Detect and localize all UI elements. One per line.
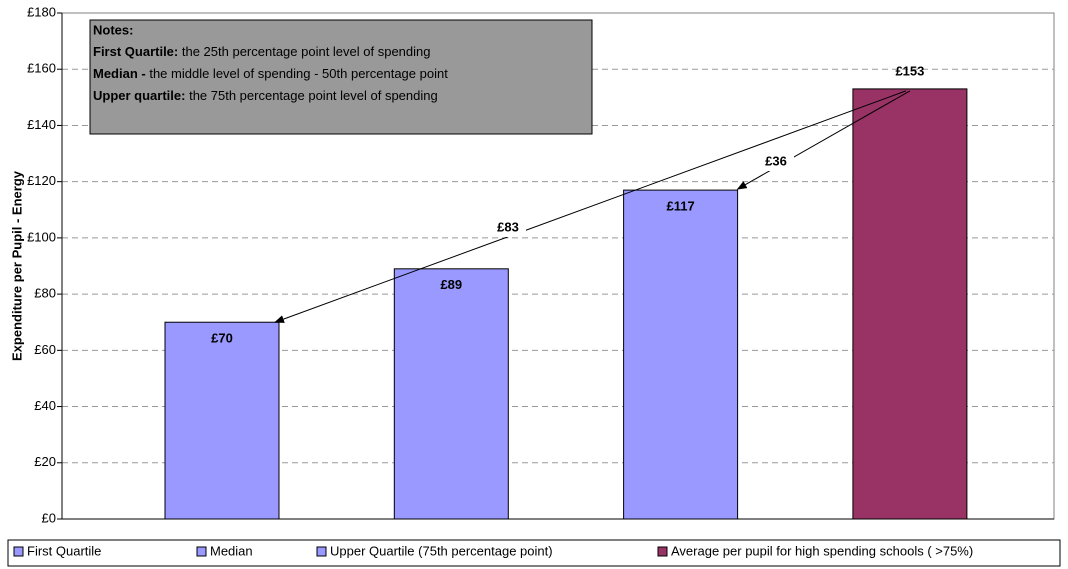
y-tick-label: £40 [34,398,56,413]
legend-swatch [13,546,24,557]
legend-swatch [657,546,668,557]
bar [393,268,509,520]
y-tick-label: £0 [42,510,56,525]
data-label: £70 [211,331,233,346]
notes-text: the middle level of spending - 50th perc… [149,66,448,81]
annotation: £36 [765,153,787,168]
y-tick-label: £60 [34,342,56,357]
notes-line: Median - the middle level of spending - … [93,66,448,81]
legend-label: Average per pupil for high spending scho… [671,543,973,558]
notes-bold: First Quartile: [93,44,178,59]
y-tick-label: £160 [27,61,56,76]
notes-text: the 75th percentage point level of spend… [185,88,437,103]
legend-swatch [196,546,207,557]
y-tick-label: £20 [34,454,56,469]
legend-label: First Quartile [27,543,101,558]
y-tick-label: £140 [27,117,56,132]
notes-box [89,19,593,135]
arrow [736,90,911,190]
legend-box [7,539,1061,567]
y-axis-label: Expenditure per Pupil - Energy [9,170,24,361]
annotation-bg [490,219,526,237]
bar [164,321,280,520]
notes-line: Upper quartile: the 75th percentage poin… [93,88,438,103]
notes-title: Notes: [93,22,133,37]
annotation: £83 [497,219,519,234]
arrow [274,90,907,323]
data-label: £117 [666,199,694,214]
legend-label: Upper Quartile (75th percentage point) [330,543,553,558]
y-tick-label: £120 [27,173,56,188]
y-tick-label: £180 [27,4,56,19]
notes-line: First Quartile: the 25th percentage poin… [93,44,431,59]
notes-text: the 25th percentage point level of spend… [178,44,430,59]
y-tick-label: £100 [27,229,56,244]
legend-swatch [316,546,327,557]
notes-bold: Upper quartile: [93,88,185,103]
legend-label: Median [210,543,253,558]
data-label: £153 [895,63,924,78]
bar [852,88,968,520]
annotation-bg [758,153,794,171]
bar [623,189,739,520]
notes-bold: Median - [93,66,149,81]
data-label: £89 [440,277,462,292]
y-tick-label: £80 [34,286,56,301]
